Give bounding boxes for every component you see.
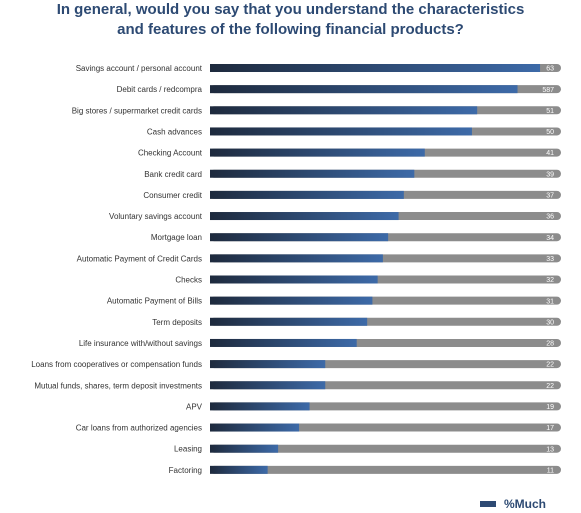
bar [210, 381, 326, 390]
bar [210, 64, 541, 72]
value-label: 22 [546, 383, 554, 390]
bar [210, 296, 373, 305]
bar [210, 190, 404, 199]
category-label: Factoring [169, 466, 202, 475]
value-label: 41 [546, 150, 554, 157]
value-label: 28 [546, 341, 554, 348]
value-label: 30 [546, 319, 554, 326]
category-label: Big stores / supermarket credit cards [72, 106, 202, 115]
bar [210, 338, 357, 347]
chart-legend: %Much [480, 496, 546, 512]
bar [210, 254, 383, 263]
bar [210, 275, 378, 284]
value-label: 17 [546, 425, 554, 432]
bar [210, 360, 326, 369]
legend-swatch [480, 501, 496, 507]
category-label: Term deposits [152, 318, 202, 327]
bar [210, 423, 300, 432]
chart-title-line-1: In general, would you say that you under… [56, 1, 525, 18]
category-label: Mortgage loan [151, 233, 202, 242]
category-label: Savings account / personal account [76, 64, 203, 73]
category-label: Leasing [174, 445, 202, 454]
chart-title-line-2: and features of the following financial … [117, 21, 464, 38]
category-label: Automatic Payment of Credit Cards [77, 254, 202, 263]
value-label: 11 [547, 467, 554, 474]
value-label: 33 [546, 256, 554, 263]
bar [210, 402, 310, 411]
bar [210, 106, 478, 115]
legend-label: %Much [504, 497, 546, 511]
category-label: Checks [175, 276, 202, 285]
bar [210, 233, 389, 242]
category-label: Bank credit card [144, 170, 202, 179]
chart-title: In general, would you say that you under… [0, 0, 581, 40]
category-label: Checking Account [138, 149, 203, 158]
category-label: Car loans from authorized agencies [76, 424, 202, 433]
bar-track [210, 444, 561, 453]
value-label: 36 [546, 214, 554, 221]
bar [210, 317, 368, 326]
category-label: Consumer credit [143, 191, 202, 200]
category-label: APV [186, 402, 203, 411]
bar [210, 212, 399, 221]
value-label: 34 [546, 235, 554, 242]
value-label: 31 [546, 298, 554, 305]
value-label: 39 [546, 171, 554, 178]
bar [210, 148, 425, 157]
category-label: Voluntary savings account [109, 212, 203, 221]
value-label: 51 [546, 108, 554, 115]
category-label: Debit cards / redcompra [117, 85, 203, 94]
value-label: 32 [546, 277, 554, 284]
value-label: 63 [546, 66, 554, 73]
value-label: 19 [546, 404, 554, 411]
category-label: Life insurance with/without savings [79, 339, 202, 348]
category-label: Automatic Payment of Bills [107, 297, 202, 306]
bar [210, 127, 472, 136]
bar [210, 465, 268, 474]
category-label: Cash advances [147, 127, 202, 136]
value-label: 37 [546, 193, 554, 200]
value-label: 22 [546, 362, 554, 369]
category-label: Mutual funds, shares, term deposit inves… [34, 381, 202, 390]
value-label: 50 [546, 129, 554, 136]
bar [210, 444, 279, 453]
value-label: 13 [546, 446, 554, 453]
bar-track [210, 465, 561, 474]
value-label: 587 [542, 87, 554, 94]
bar [210, 85, 518, 94]
category-label: Loans from cooperatives or compensation … [31, 360, 202, 369]
bar [210, 169, 415, 178]
